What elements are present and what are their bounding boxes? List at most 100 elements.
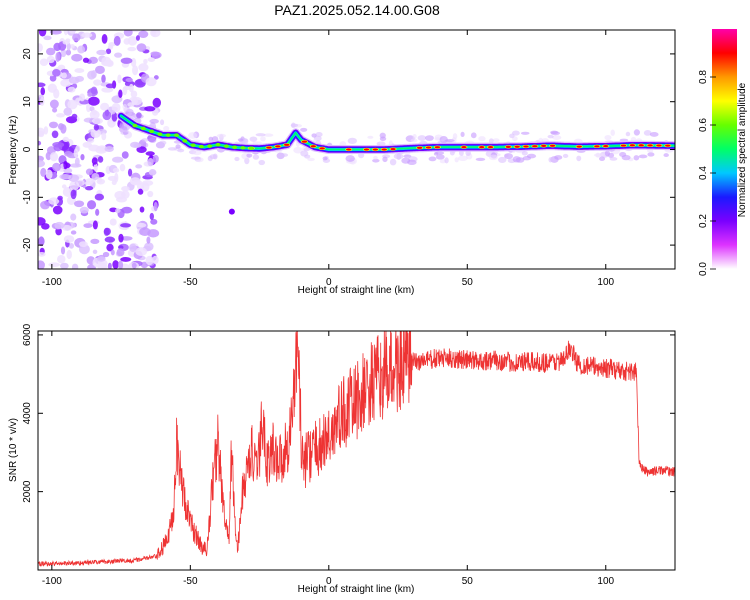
noise-blob — [38, 251, 46, 257]
noise-blob — [111, 156, 124, 163]
noise-blob — [104, 146, 114, 153]
noise-blob — [101, 132, 107, 141]
noise-blob — [135, 164, 143, 169]
halo-blob — [551, 135, 562, 141]
snr-plot-area — [38, 331, 675, 570]
ridge-peak-core — [461, 146, 467, 149]
halo-blob — [372, 158, 380, 163]
halo-blob — [122, 103, 128, 110]
halo-blob — [509, 133, 515, 139]
noise-blob — [152, 255, 159, 265]
halo-blob — [322, 156, 328, 161]
halo-blob — [190, 156, 201, 160]
halo-blob — [633, 155, 640, 161]
halo-blob — [475, 157, 486, 162]
ridge-peak-green — [240, 146, 246, 150]
noise-blob — [38, 260, 45, 269]
noise-blob — [74, 68, 85, 74]
ridge-peak-green — [182, 139, 188, 143]
ridge-peak-core — [514, 145, 520, 148]
noise-blob — [63, 107, 73, 116]
noise-blob — [66, 42, 71, 51]
halo-blob — [576, 155, 582, 162]
noise-blob — [69, 44, 75, 49]
y-tick-label: 6000 — [22, 323, 33, 346]
noise-blob — [144, 242, 154, 252]
noise-blob — [121, 151, 129, 159]
noise-blob — [100, 102, 110, 111]
noise-blob — [102, 251, 110, 258]
noise-blob — [75, 75, 85, 82]
noise-blob — [56, 113, 66, 118]
noise-blob — [84, 181, 93, 186]
noise-blob — [60, 262, 69, 269]
noise-blob — [60, 246, 66, 255]
noise-blob — [147, 190, 154, 198]
halo-blob — [457, 155, 468, 162]
noise-blob — [147, 57, 156, 62]
noise-blob — [122, 86, 128, 96]
colorbar-gradient — [712, 29, 737, 269]
noise-blob — [121, 185, 130, 192]
noise-blob — [87, 92, 93, 97]
halo-blob — [604, 150, 611, 157]
noise-blob — [151, 51, 162, 59]
ridge-peak-core — [363, 148, 370, 151]
ridge-peak-core — [629, 144, 636, 147]
noise-blob — [125, 77, 134, 83]
halo-blob — [428, 156, 437, 162]
halo-blob — [260, 136, 266, 142]
noise-blob — [52, 68, 61, 77]
halo-blob — [290, 123, 299, 128]
ridge-peak-green — [223, 144, 229, 148]
ridge-peak-core — [523, 145, 529, 148]
noise-blob — [102, 110, 112, 121]
halo-blob — [619, 138, 629, 142]
halo-blob — [159, 140, 167, 146]
spectrogram-x-ticks: -100 -50 0 50 100 — [42, 30, 615, 288]
colorbar: 0.0 0.2 0.4 0.6 0.8 Normalized spectral ampl… — [698, 29, 748, 276]
noise-blob — [71, 263, 79, 269]
halo-blob — [439, 136, 448, 143]
halo-blob — [498, 156, 507, 164]
halo-blob — [488, 154, 498, 161]
noise-blob — [63, 168, 73, 174]
noise-blob — [68, 174, 80, 182]
halo-blob — [554, 155, 563, 160]
noise-blob — [93, 79, 102, 86]
noise-blob — [38, 127, 45, 137]
noise-blob — [120, 236, 133, 241]
isolated-blob — [228, 208, 235, 215]
ridge-peak-core — [283, 143, 290, 146]
noise-blob — [131, 30, 141, 33]
noise-blob — [75, 145, 81, 153]
halo-blob — [367, 135, 374, 139]
ridge-peak-core — [275, 145, 281, 148]
noise-blob — [127, 46, 137, 52]
noise-blob — [92, 249, 98, 254]
noise-blob — [93, 162, 98, 172]
noise-blob — [57, 195, 63, 201]
noise-blob — [136, 43, 147, 52]
noise-blob — [52, 107, 58, 113]
noise-blob — [91, 109, 98, 116]
noise-blob — [118, 245, 124, 250]
ridge-peak-green — [248, 146, 254, 151]
noise-blob — [153, 201, 158, 212]
noise-blob — [72, 33, 81, 42]
noise-blob — [139, 206, 145, 213]
noise-blob — [123, 30, 133, 37]
halo-blob — [647, 152, 655, 157]
ridge-peak-green — [232, 145, 238, 150]
ridge-peak-green — [190, 143, 196, 147]
ridge-peak-core — [549, 144, 556, 147]
ridge-peak-core — [532, 145, 538, 148]
noise-blob — [96, 178, 106, 185]
x-tick-label: 100 — [597, 277, 614, 288]
halo-blob — [252, 154, 260, 160]
halo-blob — [345, 155, 355, 162]
snr-y-label: SNR (10 * v/v) — [8, 418, 19, 482]
noise-blob — [97, 262, 108, 269]
noise-blob — [38, 43, 43, 53]
noise-blob — [132, 65, 139, 76]
